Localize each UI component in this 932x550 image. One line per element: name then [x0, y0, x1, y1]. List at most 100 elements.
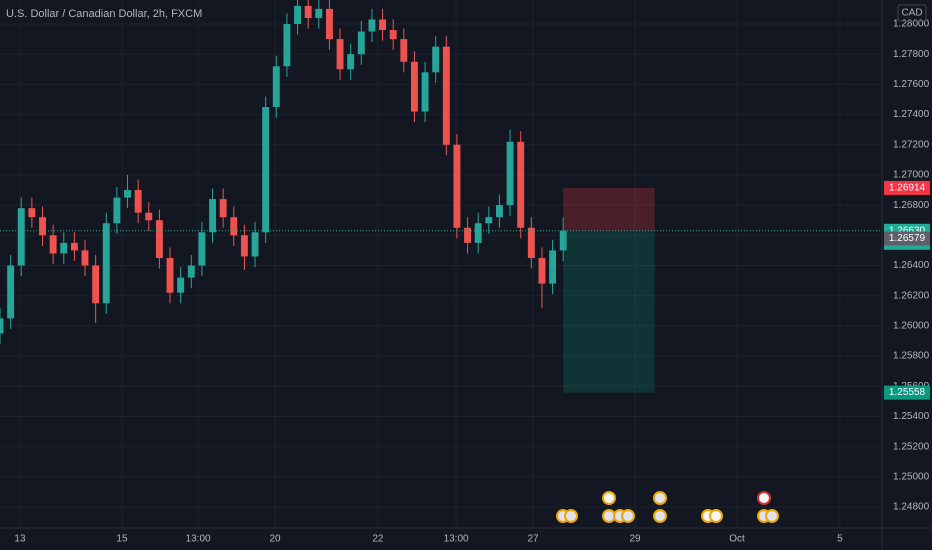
candle-body: [251, 232, 259, 257]
x-tick-label: 5: [837, 534, 843, 545]
x-tick-label: 15: [116, 534, 128, 545]
candle-body: [527, 227, 535, 258]
price-label: 1.26630: [889, 225, 926, 236]
candle-body: [410, 61, 418, 112]
candle-body: [0, 318, 4, 334]
candle-body: [113, 197, 121, 224]
candle-body: [315, 8, 323, 18]
x-tick-label: 20: [269, 534, 281, 545]
candle-body: [198, 232, 206, 266]
price-label: 1.26579: [889, 233, 926, 244]
currency-box[interactable]: [897, 4, 927, 22]
candle-body: [400, 39, 408, 62]
x-tick-label: 29: [629, 534, 641, 545]
candle-body: [442, 46, 450, 145]
candle-body: [325, 8, 333, 40]
candle-body: [453, 144, 461, 228]
price-label: 1.26914: [889, 183, 926, 194]
event-icon[interactable]: [653, 509, 667, 523]
axes: 1.248001.250001.252001.254001.256001.258…: [14, 19, 930, 545]
candle-body: [262, 107, 270, 233]
candle-body: [506, 141, 514, 206]
x-tick-label: 13:00: [186, 534, 211, 545]
price-label-box: [884, 180, 930, 195]
y-tick-label: 1.25000: [893, 471, 930, 482]
candle-body: [474, 223, 482, 243]
candle-body: [432, 46, 440, 73]
candle-body: [549, 250, 557, 284]
x-tick-label: 22: [372, 534, 384, 545]
candle-body: [145, 212, 153, 221]
candle-body: [559, 230, 567, 251]
candle-body: [7, 265, 15, 319]
currency: CAD: [901, 8, 922, 19]
candle-body: [495, 205, 503, 218]
candle-body: [379, 19, 387, 31]
x-tick-label: Oct: [729, 534, 745, 545]
plot: [0, 0, 882, 393]
event-icon[interactable]: [765, 509, 779, 523]
candle-body: [124, 190, 131, 198]
candle-body: [517, 141, 525, 228]
candle-body: [92, 265, 100, 304]
event-icon[interactable]: [564, 509, 578, 523]
target-zone: [563, 230, 655, 393]
y-tick-label: 1.26000: [893, 321, 930, 332]
candle-body: [357, 31, 365, 55]
candle-body: [219, 199, 227, 218]
event-icon[interactable]: [621, 509, 635, 523]
candle-body: [28, 208, 36, 218]
y-tick-label: 1.27000: [893, 170, 930, 181]
price-label-box: [884, 385, 930, 400]
candle-body: [81, 250, 89, 266]
y-tick-label: 1.27400: [893, 109, 930, 120]
candle-body: [230, 217, 238, 236]
chart-title: U.S. Dollar / Canadian Dollar, 2h, FXCM: [6, 8, 202, 20]
y-tick-label: 1.27800: [893, 49, 930, 60]
candle-body: [347, 54, 355, 70]
candle-body: [187, 265, 195, 278]
candle-body: [294, 5, 301, 25]
x-tick-label: 13: [14, 534, 26, 545]
candle-body: [17, 208, 25, 266]
y-tick-label: 1.26200: [893, 290, 930, 301]
candle-body: [336, 39, 344, 70]
candle-body: [134, 190, 142, 213]
candle-body: [102, 223, 110, 304]
y-tick-label: 1.26400: [893, 260, 930, 271]
candle-body: [240, 235, 248, 257]
y-tick-label: 1.24800: [893, 502, 930, 513]
y-tick-label: 1.25200: [893, 441, 930, 452]
candle-body: [209, 199, 216, 233]
y-tick-label: 1.25400: [893, 411, 930, 422]
event-icon[interactable]: [653, 491, 667, 505]
event-icon[interactable]: [709, 509, 723, 523]
candle-body: [60, 242, 68, 254]
x-tick-label: 27: [527, 534, 539, 545]
y-tick-label: 1.27200: [893, 139, 930, 150]
candle-body: [464, 227, 472, 243]
y-tick-label: 1.25800: [893, 351, 930, 362]
stop-zone: [563, 187, 655, 231]
y-tick-label: 1.28000: [893, 19, 930, 30]
candle-body: [304, 5, 312, 18]
candle-body: [39, 217, 46, 236]
y-tick-label: 1.27600: [893, 79, 930, 90]
candle-body: [368, 19, 376, 32]
candle-body: [177, 277, 185, 293]
candle-body: [538, 257, 546, 284]
candle-body: [166, 257, 174, 293]
price-label: 1.25558: [889, 387, 926, 398]
candle-body: [49, 235, 57, 254]
candle-body: [283, 24, 291, 67]
event-icons: [556, 491, 779, 523]
event-icon[interactable]: [602, 491, 616, 505]
price-label-box: [884, 231, 930, 246]
event-icon[interactable]: [757, 491, 771, 505]
candle-body: [421, 72, 429, 112]
candle-body: [155, 220, 163, 258]
x-tick-label: 13:00: [444, 534, 469, 545]
